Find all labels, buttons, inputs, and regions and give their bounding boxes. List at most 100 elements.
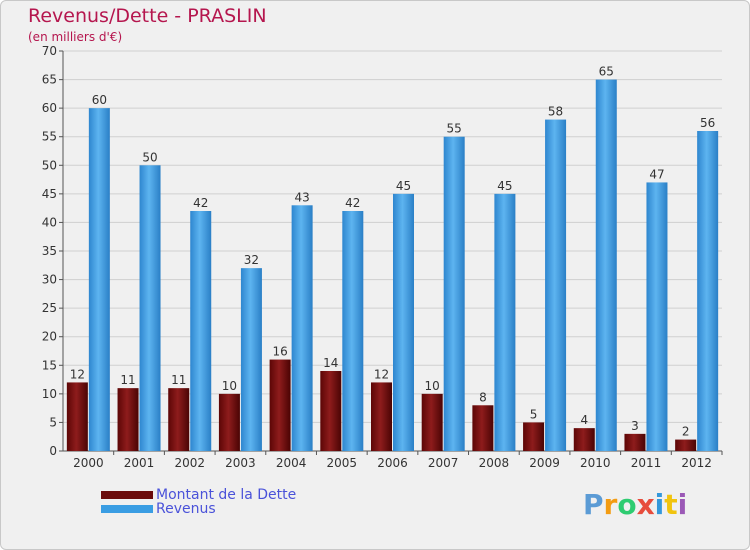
data-label-debt-2009: 5 [530, 407, 538, 421]
bar-layer [66, 79, 719, 452]
bar-debt-2000 [66, 382, 88, 451]
y-tick-label-0: 0 [49, 444, 57, 458]
bar-debt-2007 [421, 393, 443, 451]
data-label-revenus-2003: 32 [244, 253, 259, 267]
x-tick-label-2005: 2005 [327, 456, 358, 470]
legend-label-debt: Montant de la Dette [156, 487, 297, 503]
data-label-revenus-2002: 42 [193, 196, 208, 210]
logo-letter: x [636, 488, 655, 521]
x-tick-label-2003: 2003 [225, 456, 256, 470]
y-tick-label-45: 45 [42, 187, 57, 201]
bar-debt-2010 [573, 428, 595, 451]
bar-revenus-2009 [545, 119, 567, 452]
y-tick-label-25: 25 [42, 301, 57, 315]
bar-revenus-2012 [697, 131, 719, 451]
y-tick-label-10: 10 [42, 387, 57, 401]
x-tick-label-2007: 2007 [428, 456, 459, 470]
logo-letter: r [603, 488, 618, 521]
y-tick-label-15: 15 [42, 358, 57, 372]
bar-revenus-2006 [393, 193, 414, 451]
bar-debt-2008 [472, 405, 494, 451]
x-tick-label-2010: 2010 [580, 456, 611, 470]
legend-label-revenus: Revenus [156, 501, 216, 517]
bar-revenus-2002 [190, 211, 212, 451]
data-label-revenus-2009: 58 [548, 105, 563, 119]
data-label-debt-2003: 10 [222, 379, 237, 393]
chart-subtitle: (en milliers d'€) [28, 30, 123, 44]
y-tick-label-20: 20 [42, 330, 57, 344]
y-tick-label-35: 35 [42, 244, 57, 258]
data-label-revenus-2000: 60 [92, 93, 107, 107]
x-tick-label-2002: 2002 [174, 456, 205, 470]
chart-title: Revenus/Dette - PRASLIN [28, 5, 267, 27]
legend-swatch-debt [101, 491, 153, 499]
logo-letter: t [664, 488, 678, 521]
y-tick-label-30: 30 [42, 273, 57, 287]
data-label-debt-2008: 8 [479, 390, 487, 404]
data-label-revenus-2001: 50 [142, 150, 157, 164]
bar-revenus-2008 [494, 193, 516, 451]
y-tick-label-70: 70 [42, 44, 57, 58]
x-tick-label-2004: 2004 [276, 456, 307, 470]
data-label-revenus-2010: 65 [599, 65, 614, 79]
logo-letter: P [583, 488, 604, 521]
x-tick-label-2009: 2009 [529, 456, 560, 470]
data-label-revenus-2008: 45 [497, 179, 512, 193]
data-label-debt-2002: 11 [171, 373, 186, 387]
legend-swatch-revenus [101, 505, 153, 513]
bar-debt-2005 [320, 371, 342, 451]
y-tick-label-5: 5 [49, 415, 57, 429]
data-label-debt-2000: 12 [70, 367, 85, 381]
bar-debt-2002 [168, 388, 190, 451]
y-tick-label-40: 40 [42, 215, 57, 229]
x-tick-label-2012: 2012 [681, 456, 712, 470]
x-tick-label-2006: 2006 [377, 456, 408, 470]
x-tick-label-2011: 2011 [631, 456, 662, 470]
y-tick-label-65: 65 [42, 73, 57, 87]
x-tick-label-2000: 2000 [73, 456, 104, 470]
bar-revenus-2001 [139, 165, 161, 452]
data-label-debt-2006: 12 [374, 367, 389, 381]
y-tick-label-60: 60 [42, 101, 57, 115]
data-label-debt-2001: 11 [120, 373, 135, 387]
x-tick-label-2001: 2001 [124, 456, 155, 470]
data-label-debt-2005: 14 [323, 356, 338, 370]
bar-revenus-2005 [342, 211, 364, 451]
y-tick-label-55: 55 [42, 130, 57, 144]
bar-revenus-2007 [443, 136, 465, 451]
bar-debt-2006 [371, 382, 392, 451]
data-label-debt-2007: 10 [425, 379, 440, 393]
data-label-revenus-2006: 45 [396, 179, 411, 193]
data-label-revenus-2011: 47 [649, 167, 664, 181]
bar-revenus-2004 [291, 205, 313, 451]
bar-debt-2012 [675, 439, 697, 451]
data-label-debt-2004: 16 [272, 345, 287, 359]
data-label-debt-2011: 3 [631, 419, 639, 433]
bar-debt-2003 [218, 393, 240, 451]
label-layer: 1260115011421032164314421245105584555846… [70, 65, 716, 439]
bar-revenus-2010 [595, 79, 617, 452]
x-tick-label-2008: 2008 [479, 456, 510, 470]
bar-debt-2009 [523, 422, 545, 451]
bar-revenus-2000 [88, 108, 110, 452]
logo-letter: o [617, 488, 637, 521]
proxiti-logo: Proxiti [583, 488, 687, 521]
data-label-debt-2010: 4 [580, 413, 588, 427]
data-label-revenus-2007: 55 [447, 122, 462, 136]
y-tick-label-50: 50 [42, 158, 57, 172]
data-label-revenus-2005: 42 [345, 196, 360, 210]
bar-debt-2011 [624, 433, 646, 451]
bar-revenus-2003 [240, 268, 262, 451]
bar-debt-2001 [117, 388, 139, 451]
logo-letter: i [677, 488, 688, 521]
data-label-debt-2012: 2 [682, 425, 690, 439]
bar-debt-2004 [269, 359, 291, 451]
data-label-revenus-2012: 56 [700, 116, 715, 130]
grid-layer [63, 50, 722, 451]
bar-revenus-2011 [646, 182, 668, 451]
logo-letter: i [654, 488, 665, 521]
data-label-revenus-2004: 43 [294, 190, 309, 204]
